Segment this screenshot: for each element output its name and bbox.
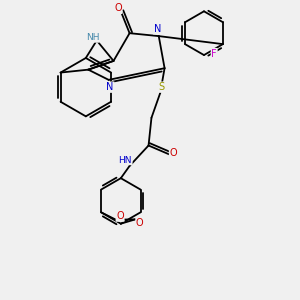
Text: F: F [212,49,217,58]
Text: O: O [114,3,122,14]
Text: O: O [169,148,177,158]
Text: NH: NH [85,33,99,42]
Text: O: O [116,211,124,221]
Text: S: S [159,82,165,92]
Text: N: N [106,82,114,92]
Text: HN: HN [118,156,132,165]
Text: N: N [154,24,161,34]
Text: O: O [136,218,144,228]
